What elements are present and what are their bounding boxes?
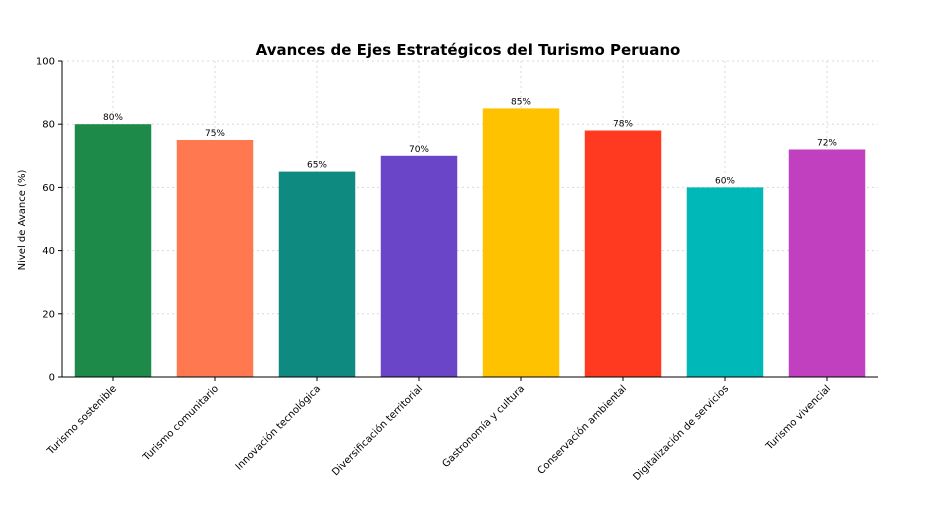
y-tick-label: 40: [42, 246, 55, 257]
bar: [380, 155, 458, 377]
x-tick-label: Diversificación territorial: [330, 383, 426, 479]
y-tick-label: 100: [36, 57, 55, 68]
x-tick-label: Innovación tecnológica: [233, 383, 323, 473]
data-label: 72%: [817, 138, 837, 148]
y-tick-label: 60: [42, 183, 55, 194]
x-tick-label: Digitalización de servicios: [631, 383, 731, 483]
data-label: 60%: [715, 176, 735, 186]
data-label: 85%: [511, 97, 531, 107]
chart-title: Avances de Ejes Estratégicos del Turismo…: [256, 41, 681, 59]
x-tick-label: Conservación ambiental: [535, 383, 629, 477]
data-label: 70%: [409, 145, 429, 155]
bar: [278, 171, 356, 377]
bar: [584, 130, 662, 377]
data-label: 80%: [103, 113, 123, 123]
bars: [74, 108, 866, 378]
x-tick-label: Gastronomía y cultura: [440, 383, 527, 470]
x-tick-label: Turismo comunitario: [141, 383, 222, 464]
x-tick-label: Turismo vivencial: [764, 383, 834, 453]
y-tick-label: 20: [42, 309, 55, 320]
bar: [74, 124, 152, 377]
data-label: 78%: [613, 120, 633, 130]
axes: [58, 60, 878, 381]
x-tick-label: Turismo sostenible: [45, 383, 119, 457]
y-axis-label: Nivel de Avance (%): [17, 170, 28, 271]
bar: [788, 149, 866, 377]
bar: [482, 108, 560, 378]
y-tick-label: 80: [42, 120, 55, 131]
data-label: 75%: [205, 129, 225, 139]
bar: [686, 187, 764, 377]
bar: [176, 140, 254, 377]
y-tick-label: 0: [49, 373, 55, 384]
data-label: 65%: [307, 161, 327, 171]
